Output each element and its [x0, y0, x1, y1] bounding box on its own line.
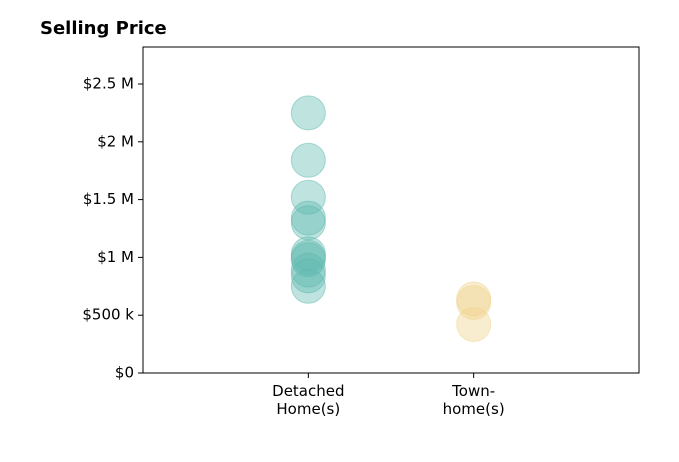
- x-tick-label: Town- home(s): [442, 382, 505, 418]
- point: [290, 268, 326, 304]
- chart-title: Selling Price: [40, 18, 167, 39]
- point: [290, 142, 326, 178]
- y-tick-label: $2 M: [97, 132, 134, 150]
- point: [290, 205, 326, 241]
- y-tick-label: $500 k: [82, 306, 134, 324]
- point: [290, 95, 326, 131]
- point: [290, 179, 326, 215]
- plot-frame: [142, 46, 640, 374]
- point: [290, 200, 326, 236]
- y-tick-label: $1 M: [97, 248, 134, 266]
- y-tick-label: $0: [115, 364, 134, 382]
- point: [456, 284, 492, 320]
- y-tick-label: $1.5 M: [83, 190, 134, 208]
- x-tick-label: Detached Home(s): [272, 382, 345, 418]
- point: [290, 258, 326, 294]
- point: [290, 242, 326, 278]
- y-tick-label: $2.5 M: [83, 74, 134, 92]
- point: [456, 306, 492, 342]
